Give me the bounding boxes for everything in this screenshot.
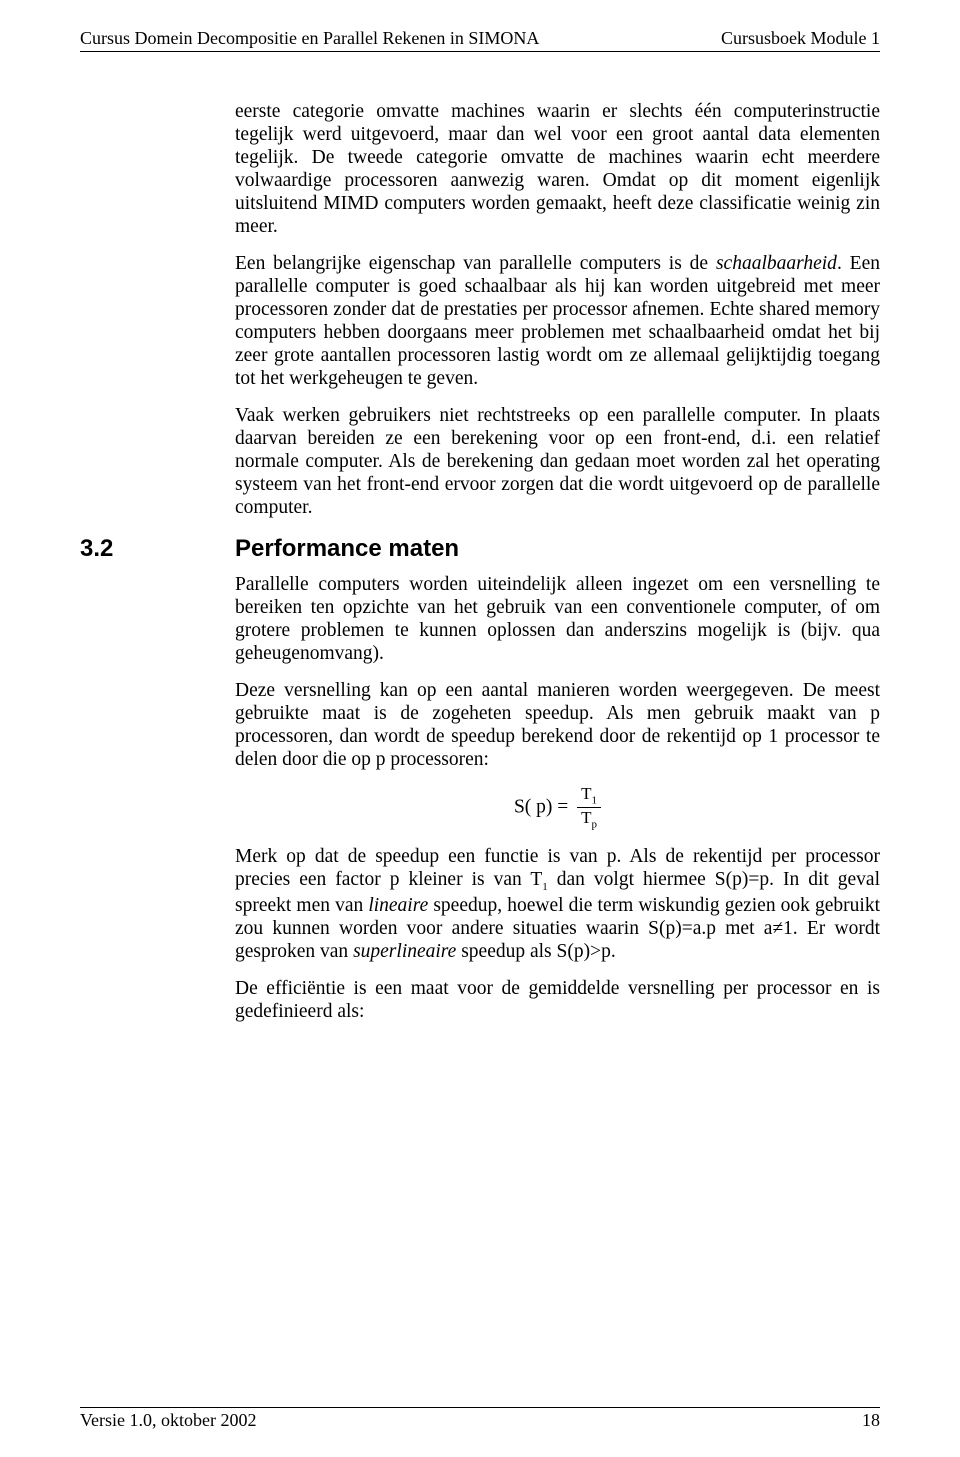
header-left: Cursus Domein Decompositie en Parallel R…	[80, 28, 539, 49]
formula-fraction: T1 Tp	[577, 785, 601, 831]
num-T: T	[581, 784, 591, 803]
section-title: Performance maten	[235, 535, 459, 563]
page-footer: Versie 1.0, oktober 2002 18	[80, 1407, 880, 1431]
paragraph-4: Parallelle computers worden uiteindelijk…	[235, 573, 880, 665]
p6-term-superlineaire: superlineaire	[353, 941, 456, 962]
section-heading: 3.2 Performance maten	[80, 535, 880, 563]
page-header: Cursus Domein Decompositie en Parallel R…	[80, 28, 880, 52]
p2-term-schaalbaarheid: schaalbaarheid	[716, 253, 837, 274]
p6-term-lineaire: lineaire	[368, 895, 428, 916]
header-right: Cursusboek Module 1	[721, 28, 880, 49]
section-number: 3.2	[80, 535, 235, 563]
paragraph-7: De efficiëntie is een maat voor de gemid…	[235, 977, 880, 1023]
fraction-numerator: T1	[577, 785, 601, 808]
paragraph-5: Deze versnelling kan op een aantal manie…	[235, 679, 880, 771]
formula-speedup: S( p) = T1 Tp	[235, 785, 880, 831]
formula-lhs: S( p) =	[514, 796, 568, 817]
paragraph-6: Merk op dat de speedup een functie is va…	[235, 845, 880, 963]
den-sub: p	[592, 819, 598, 831]
footer-page-number: 18	[862, 1410, 880, 1431]
fraction-denominator: Tp	[577, 808, 601, 830]
p2-text-a: Een belangrijke eigenschap van parallell…	[235, 253, 716, 274]
footer-left: Versie 1.0, oktober 2002	[80, 1410, 256, 1431]
den-T: T	[581, 808, 591, 827]
page-content: eerste categorie omvatte machines waarin…	[80, 100, 880, 1023]
paragraph-3: Vaak werken gebruikers niet rechtstreeks…	[235, 404, 880, 519]
paragraph-1: eerste categorie omvatte machines waarin…	[235, 100, 880, 238]
num-sub: 1	[592, 794, 598, 806]
p6-text-d: speedup als S(p)>p.	[456, 941, 615, 962]
paragraph-2: Een belangrijke eigenschap van parallell…	[235, 252, 880, 390]
document-page: Cursus Domein Decompositie en Parallel R…	[0, 0, 960, 1457]
